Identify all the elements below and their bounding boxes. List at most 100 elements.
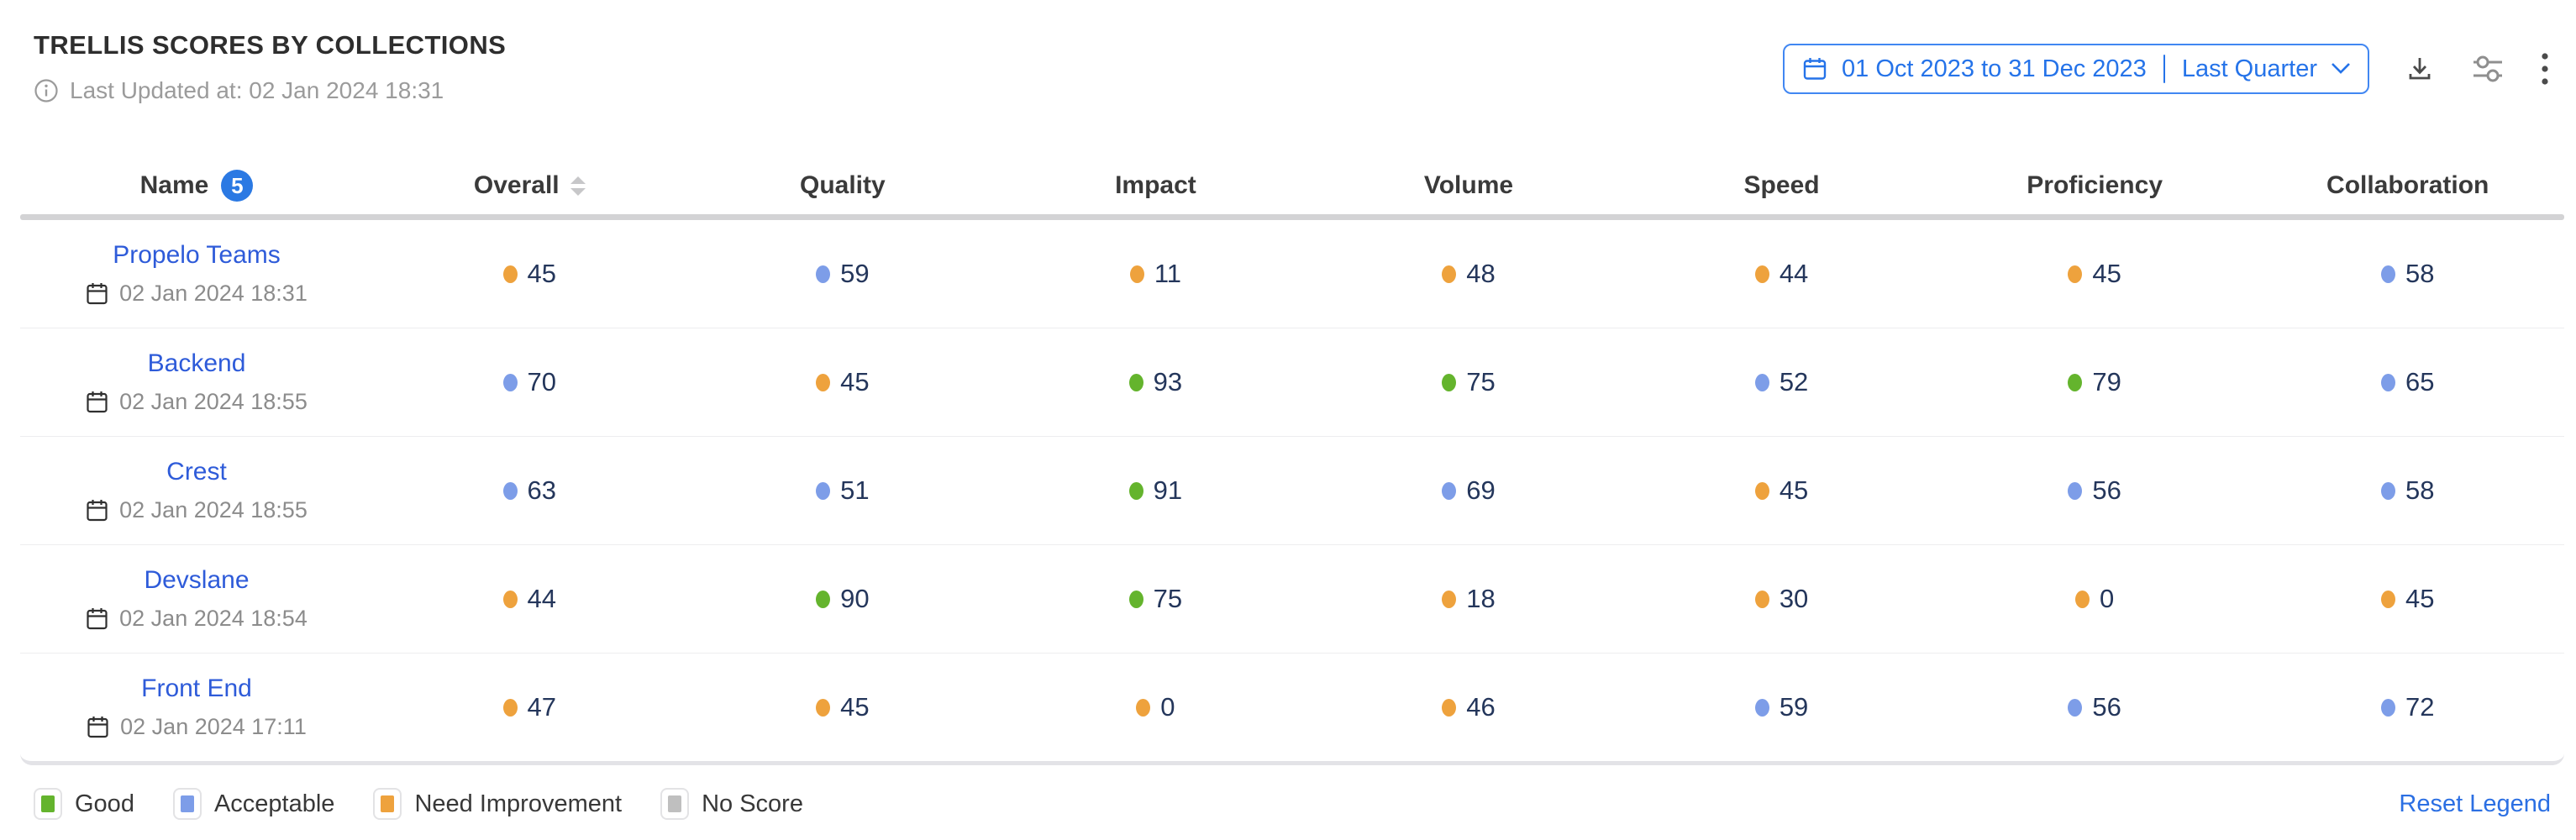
row-updated-line: 02 Jan 2024 18:55	[86, 389, 308, 415]
column-header-overall[interactable]: Overall	[373, 171, 686, 200]
score-cell-collaboration: 45	[2251, 584, 2564, 614]
column-header-volume: Volume	[1312, 171, 1626, 200]
score-dot	[1128, 481, 1143, 500]
legend-item-no-score[interactable]: No Score	[660, 788, 803, 820]
score-dot	[1136, 698, 1151, 717]
info-icon[interactable]	[34, 78, 59, 103]
score-dot	[1754, 265, 1769, 283]
score-cell-overall: 47	[373, 692, 686, 722]
column-header-name: Name 5	[20, 170, 373, 202]
collection-link[interactable]: Crest	[166, 458, 227, 486]
legend-marker-icon	[172, 788, 202, 820]
calendar-icon	[86, 498, 108, 522]
name-cell: Crest 02 Jan 2024 18:55	[20, 458, 373, 523]
score-cell-impact: 93	[999, 367, 1312, 397]
score-cell-speed: 52	[1625, 367, 1938, 397]
score-dot	[2068, 373, 2083, 391]
score-dot	[1754, 698, 1769, 717]
score-cell-impact: 11	[999, 259, 1312, 289]
date-range-picker[interactable]: 01 Oct 2023 to 31 Dec 2023 Last Quarter	[1783, 44, 2369, 94]
score-dot	[1442, 590, 1457, 608]
legend-marker-icon	[373, 788, 402, 820]
collection-link[interactable]: Devslane	[144, 566, 250, 594]
column-header-label: Collaboration	[2326, 171, 2489, 199]
score-dot	[1754, 373, 1769, 391]
legend-label: Acceptable	[213, 790, 335, 817]
score-dot	[1442, 373, 1457, 391]
legend-item-need-improvement[interactable]: Need Improvement	[373, 788, 622, 820]
column-header-label: Impact	[1115, 171, 1196, 199]
column-header-label: Quality	[800, 171, 886, 199]
legend-label: Good	[75, 790, 134, 817]
score-cell-collaboration: 72	[2251, 692, 2564, 722]
score-value: 46	[1466, 692, 1496, 722]
score-cell-quality: 45	[686, 692, 1000, 722]
row-updated-date: 02 Jan 2024 18:55	[119, 497, 308, 522]
calendar-icon	[86, 281, 108, 306]
legend-item-good[interactable]: Good	[34, 788, 134, 820]
score-value: 56	[2092, 692, 2121, 722]
name-cell: Propelo Teams 02 Jan 2024 18:31	[20, 241, 373, 307]
score-cell-volume: 46	[1312, 692, 1626, 722]
legend-items: Good Acceptable Need Improvement No Score	[34, 788, 803, 820]
score-dot	[2068, 481, 2083, 500]
score-value: 51	[840, 475, 870, 505]
filter-sliders-icon[interactable]	[2470, 53, 2505, 85]
name-cell: Backend 02 Jan 2024 18:55	[20, 349, 373, 415]
score-cell-proficiency: 79	[1938, 367, 2252, 397]
table-row-propelo-teams: Propelo Teams 02 Jan 2024 18:31 45 59 11 48 44…	[20, 220, 2564, 328]
score-dot	[816, 265, 831, 283]
score-cell-collaboration: 65	[2251, 367, 2564, 397]
row-updated-date: 02 Jan 2024 17:11	[120, 714, 307, 739]
widget-header: TRELLIS SCORES BY COLLECTIONS Last Updat…	[34, 30, 2551, 104]
collection-link[interactable]: Front End	[141, 675, 252, 702]
score-value: 11	[1154, 259, 1182, 288]
score-cell-speed: 45	[1625, 475, 1938, 506]
score-value: 45	[2092, 259, 2121, 288]
score-value: 75	[1466, 367, 1496, 396]
score-cell-volume: 69	[1312, 475, 1626, 506]
row-updated-line: 02 Jan 2024 18:31	[86, 281, 308, 307]
score-value: 45	[840, 367, 870, 396]
score-cell-overall: 45	[373, 259, 686, 289]
last-updated-line: Last Updated at: 02 Jan 2024 18:31	[34, 77, 506, 104]
legend-marker-fill	[41, 795, 55, 812]
legend-item-acceptable[interactable]: Acceptable	[172, 788, 335, 820]
score-cell-impact: 91	[999, 475, 1312, 506]
score-dot	[1128, 373, 1143, 391]
column-header-impact: Impact	[999, 171, 1312, 200]
collection-link[interactable]: Propelo Teams	[113, 241, 281, 269]
date-range-separator	[2163, 55, 2165, 83]
score-dot	[502, 590, 518, 608]
reset-legend-link[interactable]: Reset Legend	[2399, 790, 2551, 817]
row-updated-line: 02 Jan 2024 18:54	[86, 606, 308, 632]
last-updated-text: Last Updated at: 02 Jan 2024 18:31	[70, 77, 444, 103]
row-updated-date: 02 Jan 2024 18:31	[119, 281, 308, 306]
score-value: 18	[1466, 584, 1496, 613]
score-dot	[2380, 481, 2395, 500]
score-cell-speed: 30	[1625, 584, 1938, 614]
column-header-label: Speed	[1743, 171, 1820, 199]
kebab-menu-icon[interactable]	[2539, 50, 2551, 87]
legend-label: Need Improvement	[414, 790, 623, 817]
score-cell-impact: 0	[999, 692, 1312, 722]
score-dot	[1754, 590, 1769, 608]
score-cell-overall: 70	[373, 367, 686, 397]
column-header-name-label: Name	[139, 171, 209, 199]
date-range-text: 01 Oct 2023 to 31 Dec 2023	[1842, 55, 2147, 82]
score-value: 72	[2405, 692, 2435, 722]
row-updated-date: 02 Jan 2024 18:54	[119, 606, 308, 631]
score-value: 45	[527, 259, 557, 288]
score-value: 93	[1153, 367, 1183, 396]
sort-icon[interactable]	[570, 176, 586, 196]
score-dot	[502, 373, 518, 391]
score-dot	[502, 265, 518, 283]
score-dot	[1442, 481, 1457, 500]
score-dot	[2380, 590, 2395, 608]
column-header-label: Overall	[473, 171, 560, 199]
download-icon[interactable]	[2403, 52, 2437, 86]
table-row-front-end: Front End 02 Jan 2024 17:11 47 45 0 46 59 56 72	[20, 654, 2564, 761]
collection-link[interactable]: Backend	[147, 349, 246, 377]
score-value: 65	[2405, 367, 2435, 396]
